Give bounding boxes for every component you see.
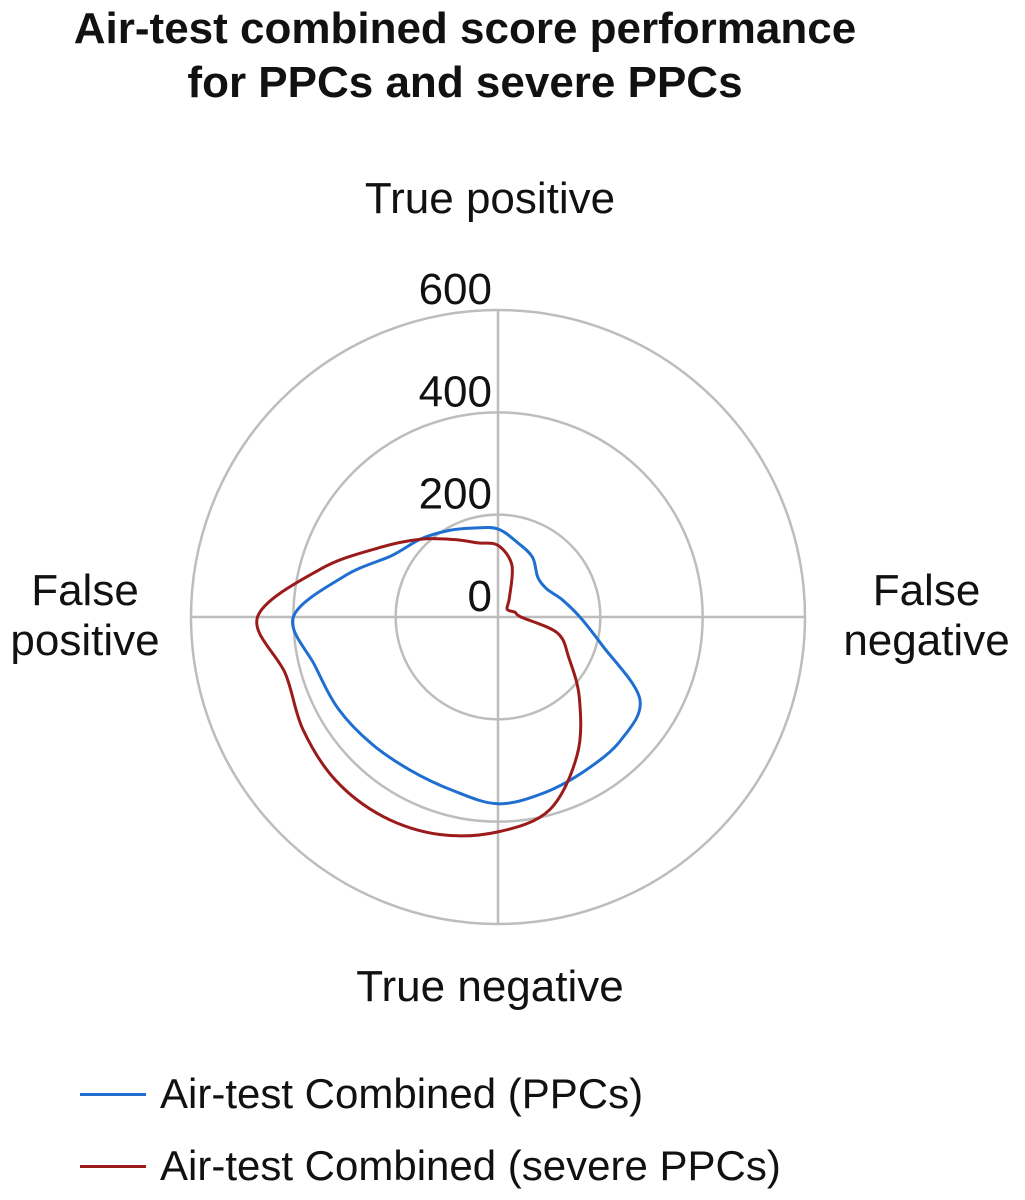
radial-tick-label-400: 400: [419, 367, 492, 416]
legend-swatch-severe-ppcs: [80, 1164, 146, 1168]
legend-item-severe-ppcs: Air-test Combined (severe PPCs): [80, 1136, 781, 1196]
radial-tick-labels: 0 200 400 600: [419, 265, 492, 621]
radial-tick-label-200: 200: [419, 470, 492, 519]
radial-tick-label-0: 0: [468, 572, 492, 621]
legend-item-ppcs: Air-test Combined (PPCs): [80, 1064, 643, 1124]
legend-label-ppcs: Air-test Combined (PPCs): [160, 1070, 644, 1117]
series-line-1: [255, 536, 583, 838]
series-line-0: [291, 525, 642, 806]
axis-label-false-positive: False positive: [10, 566, 160, 665]
radar-series: [255, 525, 642, 838]
chart-title-line-2: for PPCs and severe PPCs: [187, 58, 743, 107]
chart-title-line-1: Air-test combined score performance: [73, 4, 857, 53]
axis-label-false-negative: False negative: [843, 566, 1010, 665]
radar-grid: [189, 308, 807, 926]
legend-swatch-ppcs: [80, 1092, 146, 1096]
axis-label-true-positive: True positive: [364, 174, 616, 223]
legend-label-severe-ppcs: Air-test Combined (severe PPCs): [160, 1142, 781, 1189]
radial-tick-label-600: 600: [419, 265, 492, 314]
axis-label-true-negative: True negative: [356, 962, 624, 1011]
